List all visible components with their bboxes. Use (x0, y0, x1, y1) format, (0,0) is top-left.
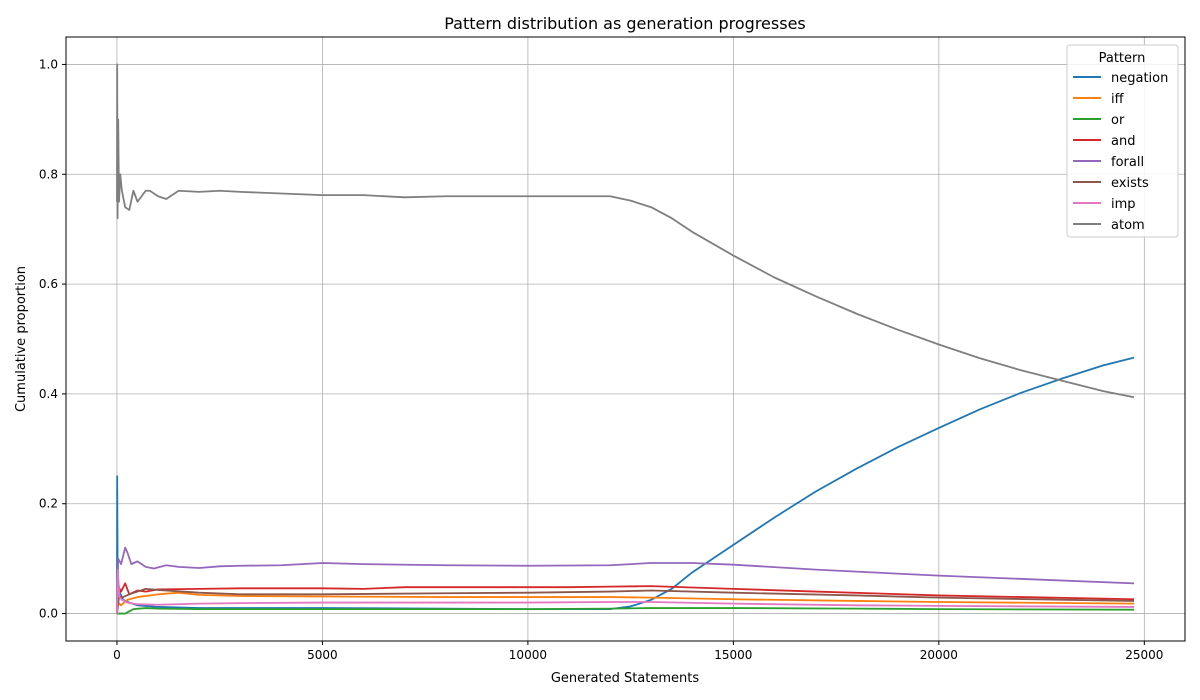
legend-label-or: or (1111, 113, 1125, 128)
legend-label-imp: imp (1111, 197, 1136, 212)
legend-items: negation iff or and forall exists imp atom (1073, 71, 1168, 233)
legend-label-atom: atom (1111, 218, 1145, 233)
legend-label-and: and (1111, 134, 1135, 149)
series-line-and (116, 582, 1135, 614)
x-tick-label: 0 (113, 648, 121, 662)
x-tick-label: 5000 (307, 648, 338, 662)
series-line-or (116, 607, 1135, 615)
plot-frame (65, 36, 1186, 642)
x-tick-label: 25000 (1125, 648, 1163, 662)
axis-ticks: 0 5000 10000 15000 20000 25000 0.0 0.2 0.4 0.6 0.8… (39, 57, 1164, 662)
legend-title: Pattern (1099, 51, 1146, 66)
y-tick-label: 1.0 (39, 57, 58, 71)
chart-title: Pattern distribution as generation progr… (444, 14, 806, 33)
legend-label-negation: negation (1111, 71, 1168, 86)
series-line-atom (116, 63, 1135, 399)
legend-label-forall: forall (1111, 155, 1144, 170)
series-line-forall (116, 546, 1135, 614)
y-tick-label: 0.8 (39, 167, 58, 181)
x-tick-label: 20000 (920, 648, 958, 662)
x-tick-label: 15000 (714, 648, 752, 662)
series-line-imp (116, 568, 1135, 614)
legend-label-exists: exists (1111, 176, 1149, 191)
legend: Pattern negation iff or and forall exists imp a… (1066, 44, 1179, 238)
y-tick-label: 0.6 (39, 277, 58, 291)
legend-label-iff: iff (1111, 92, 1125, 107)
legend-box (1066, 44, 1179, 238)
y-tick-label: 0.0 (39, 607, 58, 621)
series-lines (116, 63, 1135, 615)
y-tick-label: 0.4 (39, 387, 58, 401)
series-line-exists (116, 587, 1135, 614)
x-axis-title: Generated Statements (551, 671, 700, 686)
series-line-iff (116, 591, 1135, 614)
y-axis-title: Cumulative proportion (14, 266, 29, 412)
y-tick-label: 0.2 (39, 497, 58, 511)
x-tick-label: 10000 (509, 648, 547, 662)
